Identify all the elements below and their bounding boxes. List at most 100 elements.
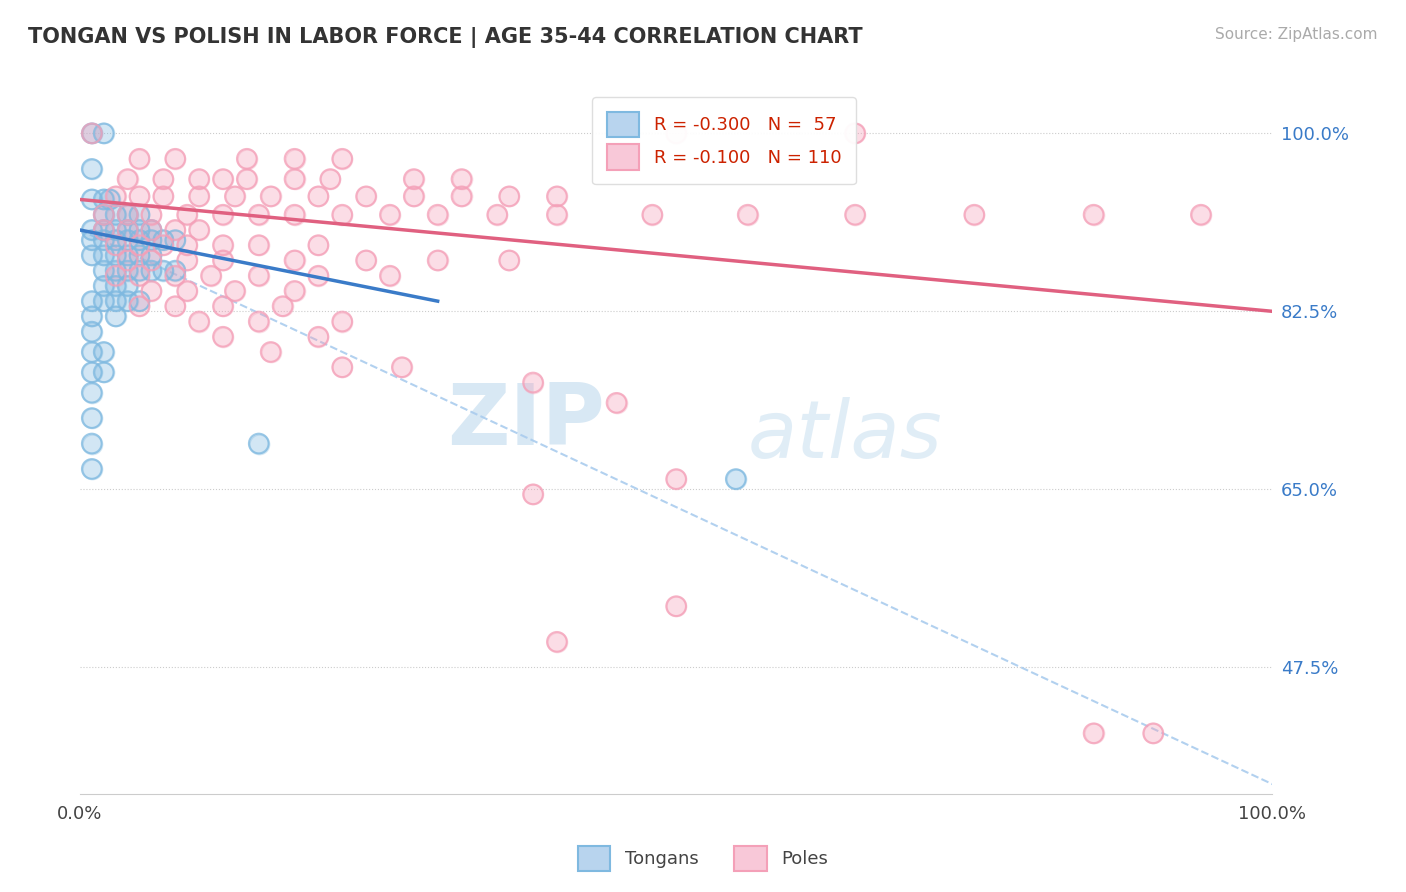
Point bbox=[200, 268, 222, 283]
Point bbox=[307, 238, 329, 252]
Point bbox=[1189, 208, 1212, 222]
Legend: R = -0.300   N =  57, R = -0.100   N = 110: R = -0.300 N = 57, R = -0.100 N = 110 bbox=[592, 97, 856, 185]
Point bbox=[188, 172, 211, 186]
Point bbox=[165, 233, 187, 247]
Point bbox=[165, 223, 187, 237]
Point bbox=[117, 208, 139, 222]
Point bbox=[80, 127, 103, 141]
Point bbox=[152, 189, 174, 203]
Point bbox=[330, 360, 353, 375]
Point bbox=[128, 248, 150, 262]
Point bbox=[737, 208, 759, 222]
Point bbox=[737, 208, 759, 222]
Point bbox=[141, 253, 163, 268]
Point bbox=[247, 238, 270, 252]
Point bbox=[93, 233, 115, 247]
Point bbox=[80, 223, 103, 237]
Point bbox=[141, 263, 163, 277]
Point bbox=[212, 208, 235, 222]
Point bbox=[844, 208, 866, 222]
Point bbox=[128, 233, 150, 247]
Point bbox=[93, 127, 115, 141]
Point bbox=[128, 299, 150, 313]
Point bbox=[546, 208, 568, 222]
Point bbox=[128, 268, 150, 283]
Point bbox=[128, 294, 150, 309]
Point bbox=[93, 193, 115, 207]
Point bbox=[283, 152, 305, 166]
Point bbox=[330, 152, 353, 166]
Point bbox=[152, 172, 174, 186]
Point bbox=[176, 238, 198, 252]
Point bbox=[93, 233, 115, 247]
Point bbox=[546, 635, 568, 649]
Text: TONGAN VS POLISH IN LABOR FORCE | AGE 35-44 CORRELATION CHART: TONGAN VS POLISH IN LABOR FORCE | AGE 35… bbox=[28, 27, 863, 48]
Point bbox=[260, 189, 283, 203]
Point bbox=[402, 172, 425, 186]
Point bbox=[283, 253, 305, 268]
Point bbox=[354, 253, 377, 268]
Point bbox=[260, 189, 283, 203]
Point bbox=[93, 223, 115, 237]
Point bbox=[141, 233, 163, 247]
Point bbox=[165, 223, 187, 237]
Point bbox=[128, 299, 150, 313]
Point bbox=[104, 208, 127, 222]
Point bbox=[117, 208, 139, 222]
Point bbox=[224, 189, 246, 203]
Point bbox=[104, 233, 127, 247]
Point bbox=[117, 279, 139, 293]
Point bbox=[117, 172, 139, 186]
Point bbox=[283, 284, 305, 298]
Point bbox=[165, 263, 187, 277]
Point bbox=[80, 365, 103, 379]
Point bbox=[450, 189, 472, 203]
Point bbox=[665, 127, 688, 141]
Point bbox=[104, 189, 127, 203]
Point bbox=[128, 268, 150, 283]
Point bbox=[104, 294, 127, 309]
Point bbox=[80, 385, 103, 400]
Point bbox=[330, 314, 353, 328]
Point bbox=[152, 233, 174, 247]
Point bbox=[247, 436, 270, 450]
Point bbox=[1189, 208, 1212, 222]
Point bbox=[93, 248, 115, 262]
Point bbox=[80, 193, 103, 207]
Point bbox=[963, 208, 986, 222]
Text: ZIP: ZIP bbox=[447, 380, 605, 463]
Point bbox=[522, 487, 544, 501]
Point bbox=[98, 193, 121, 207]
Point bbox=[378, 268, 401, 283]
Point bbox=[80, 310, 103, 324]
Point bbox=[188, 223, 211, 237]
Point bbox=[93, 208, 115, 222]
Point bbox=[486, 208, 509, 222]
Point bbox=[844, 208, 866, 222]
Point bbox=[283, 284, 305, 298]
Point bbox=[165, 233, 187, 247]
Point bbox=[128, 189, 150, 203]
Point bbox=[152, 263, 174, 277]
Point bbox=[330, 314, 353, 328]
Point bbox=[165, 299, 187, 313]
Point bbox=[80, 233, 103, 247]
Point bbox=[224, 189, 246, 203]
Point bbox=[80, 161, 103, 176]
Point bbox=[212, 238, 235, 252]
Point bbox=[128, 189, 150, 203]
Point bbox=[80, 325, 103, 339]
Point bbox=[402, 172, 425, 186]
Point bbox=[212, 172, 235, 186]
Point bbox=[80, 127, 103, 141]
Point bbox=[128, 248, 150, 262]
Point bbox=[1083, 726, 1105, 740]
Point bbox=[141, 208, 163, 222]
Point bbox=[104, 248, 127, 262]
Point bbox=[80, 345, 103, 359]
Point bbox=[104, 294, 127, 309]
Point bbox=[188, 314, 211, 328]
Point bbox=[128, 238, 150, 252]
Point bbox=[247, 208, 270, 222]
Point bbox=[80, 436, 103, 450]
